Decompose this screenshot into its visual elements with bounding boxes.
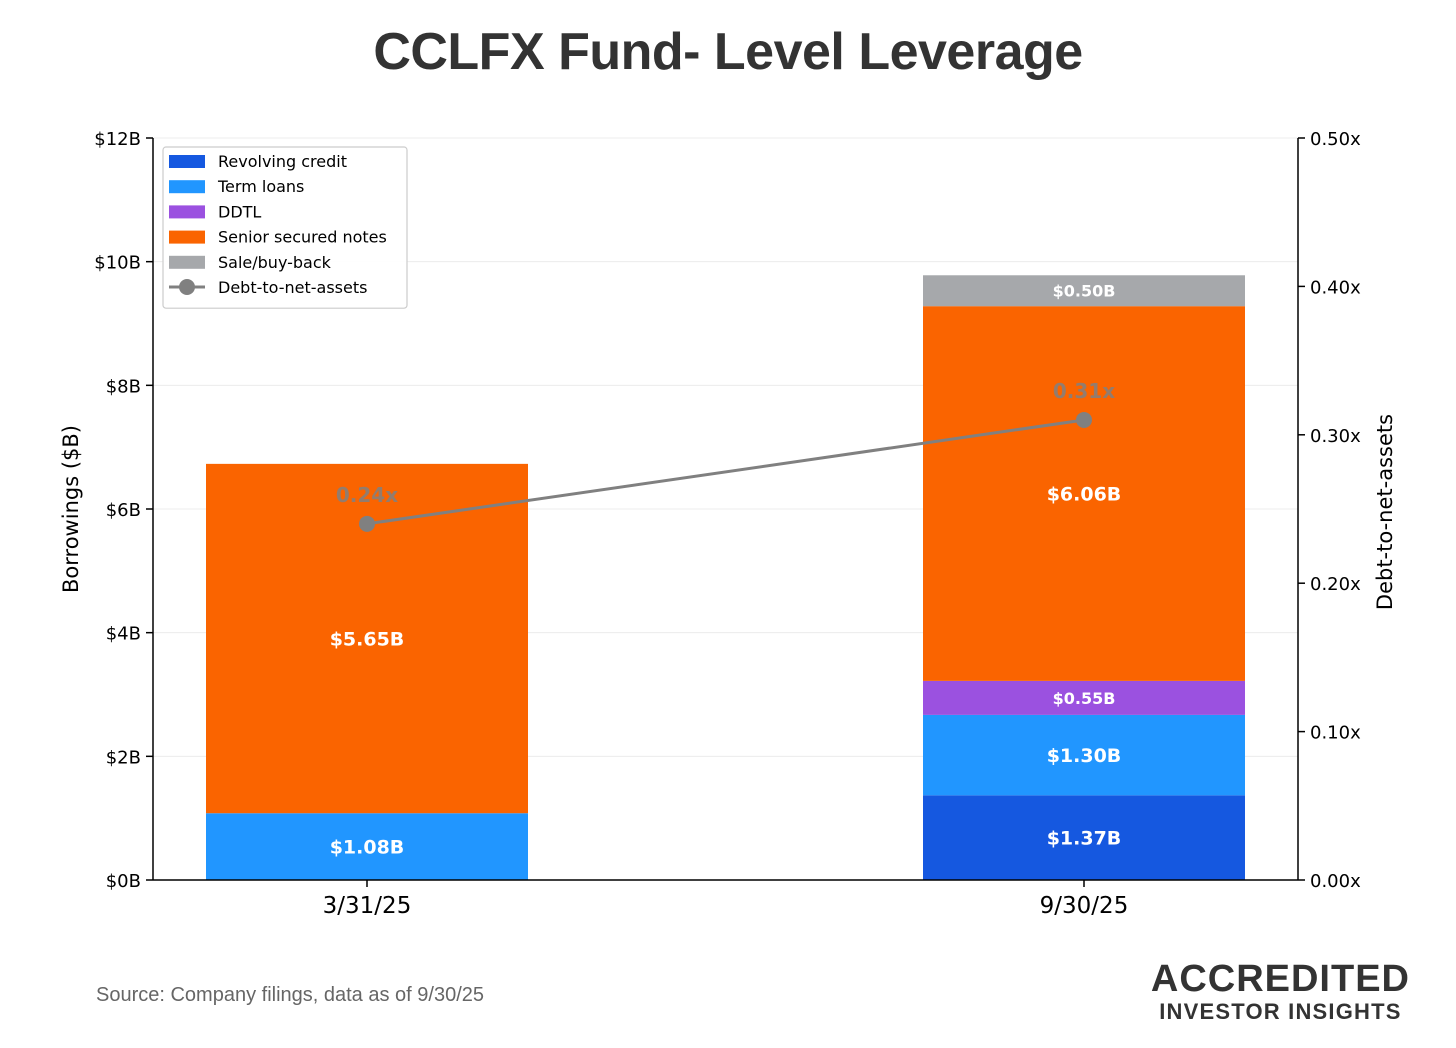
legend-swatch (169, 255, 205, 269)
x-tick-label: 3/31/25 (323, 893, 412, 919)
legend-label: Revolving credit (218, 152, 347, 171)
y-tick-label: $2B (106, 747, 141, 768)
ratio-line: 0.24x 0.31x (336, 379, 1115, 532)
bar-segment (923, 714, 1245, 796)
y-axis-title: Borrowings ($B) (59, 425, 83, 593)
axes: $0B $2B $4B $6B $8B $10B $12B 0.00x 0.10x 0.20x 0.… (59, 129, 1397, 919)
bar-segment (923, 795, 1245, 880)
y-tick-label: $8B (106, 376, 141, 397)
bar-value-label: $5.65B (330, 629, 405, 651)
y-tick-label: $6B (106, 500, 141, 521)
legend-label: Senior secured notes (218, 228, 387, 247)
y2-tick-label: 0.10x (1310, 723, 1361, 744)
y2-tick-label: 0.20x (1310, 574, 1361, 595)
ratio-point (359, 515, 375, 532)
y2-tick-label: 0.30x (1310, 426, 1361, 447)
legend: Revolving credit Term loans DDTL Senior sec… (162, 146, 408, 309)
chart-title: CCLFX Fund- Level Leverage (373, 23, 1083, 81)
bars: $1.08B $5.65B $1.37B $1.30B $0.55B $6.06B $0.5… (206, 275, 1245, 880)
bar-segment (923, 306, 1245, 681)
bar-value-label: $0.50B (1053, 282, 1116, 301)
brand-logo: ACCREDITED INVESTOR INSIGHTS (1151, 960, 1410, 1026)
bar-value-label: $0.55B (1053, 689, 1116, 708)
y2-tick-label: 0.50x (1310, 129, 1361, 150)
source-note: Source: Company filings, data as of 9/30… (96, 984, 485, 1006)
bar-segment (923, 275, 1245, 307)
y-tick-label: $10B (94, 253, 141, 274)
y2-tick-label: 0.40x (1310, 277, 1361, 298)
bar-value-label: $6.06B (1047, 484, 1122, 506)
legend-box (162, 146, 408, 309)
y2-tick-label: 0.00x (1310, 871, 1361, 892)
legend-line-marker (179, 279, 195, 295)
ratio-point (1076, 411, 1092, 428)
ratio-label: 0.31x (1053, 379, 1115, 403)
x-tick-label: 9/30/25 (1040, 893, 1129, 919)
bar-value-label: $1.30B (1047, 745, 1122, 767)
legend-swatch (169, 180, 205, 194)
legend-swatch (169, 155, 205, 168)
legend-swatch (169, 230, 205, 244)
legend-label: Term loans (217, 177, 304, 196)
y2-axis-title: Debt-to-net-assets (1373, 414, 1397, 610)
y-tick-label: $0B (106, 871, 141, 892)
brand-line-1: ACCREDITED (1150, 958, 1410, 1000)
ratio-label: 0.24x (336, 483, 398, 507)
legend-label: Debt-to-net-assets (218, 278, 367, 297)
y-tick-label: $4B (106, 624, 141, 645)
brand-line-2: INVESTOR INSIGHTS (1159, 999, 1402, 1024)
legend-label: Sale/buy-back (218, 253, 332, 272)
y-tick-label: $12B (94, 129, 141, 150)
bar-value-label: $1.37B (1047, 828, 1122, 850)
bar-value-label: $1.08B (330, 837, 405, 859)
bar-segment (923, 680, 1245, 715)
ratio-line-path (366, 418, 1085, 526)
legend-label: DDTL (218, 202, 261, 221)
legend-swatch (169, 205, 205, 219)
bar-segment (206, 813, 528, 880)
